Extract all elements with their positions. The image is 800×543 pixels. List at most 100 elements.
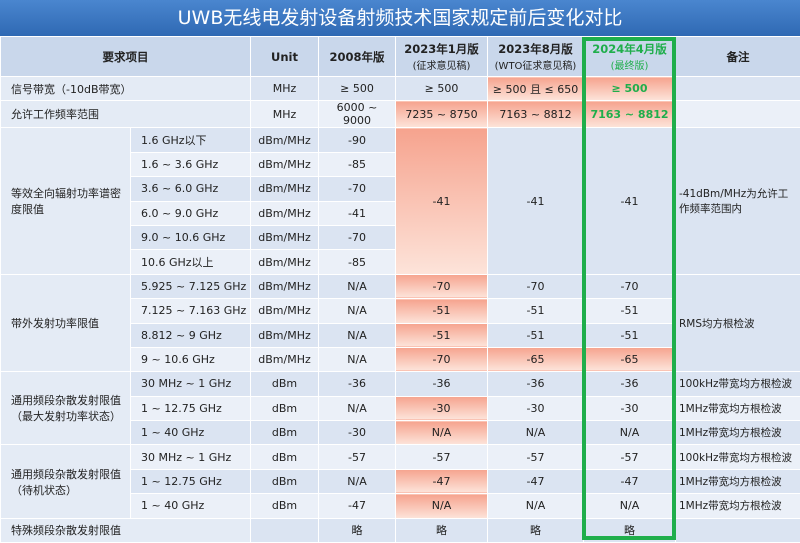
table-cell [676, 518, 800, 542]
table-cell: ≥ 500 [319, 77, 396, 101]
header-cell: 2024年4月版(最终版) [584, 37, 676, 77]
table-cell: -57 [319, 445, 396, 469]
table-cell: -51 [488, 323, 584, 347]
table-cell: -41dBm/MHz为允许工作频率范围内 [676, 128, 800, 274]
table-cell: -41 [319, 201, 396, 225]
table-cell: dBm [251, 372, 319, 396]
table-cell: -51 [396, 299, 488, 323]
table-cell: -65 [584, 347, 676, 371]
table-cell: -51 [584, 299, 676, 323]
table-cell: -47 [584, 469, 676, 493]
table-cell: -85 [319, 152, 396, 176]
table-cell: -85 [319, 250, 396, 274]
table-cell: 10.6 GHz以上 [131, 250, 251, 274]
table-cell: -36 [488, 372, 584, 396]
table-cell: 8.812 ~ 9 GHz [131, 323, 251, 347]
table-cell: 7.125 ~ 7.163 GHz [131, 299, 251, 323]
table-cell: N/A [319, 323, 396, 347]
table-cell: -41 [488, 128, 584, 274]
table-cell: -36 [584, 372, 676, 396]
table-cell: dBm [251, 445, 319, 469]
table-cell [676, 77, 800, 101]
table-cell: 1.6 GHz以下 [131, 128, 251, 152]
table-cell: -30 [584, 396, 676, 420]
table-cell: 5.925 ~ 7.125 GHz [131, 274, 251, 298]
table-cell: -70 [319, 225, 396, 249]
table-cell: -30 [396, 396, 488, 420]
table-cell: 信号带宽（-10dB带宽） [1, 77, 251, 101]
table-cell: -70 [396, 347, 488, 371]
table-cell: -51 [396, 323, 488, 347]
table-cell: N/A [488, 421, 584, 445]
table-cell: 9.0 ~ 10.6 GHz [131, 225, 251, 249]
table-cell: -51 [584, 323, 676, 347]
table-cell: 7235 ~ 8750 [396, 101, 488, 128]
header-main: 2023年1月版 [399, 41, 484, 57]
table-cell: -47 [396, 469, 488, 493]
table-cell: dBm [251, 494, 319, 518]
table-cell: 1.6 ~ 3.6 GHz [131, 152, 251, 176]
table-cell: 1 ~ 40 GHz [131, 494, 251, 518]
table-cell: dBm/MHz [251, 347, 319, 371]
table-cell: 1MHz带宽均方根检波 [676, 396, 800, 420]
table-cell: -51 [488, 299, 584, 323]
table-cell: 1MHz带宽均方根检波 [676, 494, 800, 518]
table-cell: -57 [488, 445, 584, 469]
table-cell: 带外发射功率限值 [1, 274, 131, 372]
table-cell: ≥ 500 [584, 77, 676, 101]
table-cell: dBm/MHz [251, 177, 319, 201]
table-cell: 1MHz带宽均方根检波 [676, 421, 800, 445]
table-cell: N/A [396, 494, 488, 518]
table-cell [676, 101, 800, 128]
table-cell: 等效全向辐射功率谱密度限值 [1, 128, 131, 274]
table-cell: -36 [319, 372, 396, 396]
table-cell: -30 [319, 421, 396, 445]
table-cell: dBm/MHz [251, 274, 319, 298]
table: 要求项目 Unit 2008年版 2023年1月版(征求意见稿) 2023年8月… [0, 36, 800, 543]
header-main: 2024年4月版 [587, 41, 672, 57]
table-cell: dBm/MHz [251, 323, 319, 347]
table-cell: -47 [319, 494, 396, 518]
table-cell: dBm [251, 469, 319, 493]
table-row: 信号带宽（-10dB带宽）MHz≥ 500≥ 500≥ 500 且 ≤ 650≥… [1, 77, 800, 101]
table-cell [251, 518, 319, 542]
table-cell: 略 [319, 518, 396, 542]
table-cell: N/A [396, 421, 488, 445]
table-cell: N/A [488, 494, 584, 518]
table-cell: 100kHz带宽均方根检波 [676, 372, 800, 396]
table-cell: ≥ 500 且 ≤ 650 [488, 77, 584, 101]
table-cell: -47 [488, 469, 584, 493]
header-cell: 2008年版 [319, 37, 396, 77]
header-cell: 要求项目 [1, 37, 251, 77]
table-cell: -36 [396, 372, 488, 396]
header-cell: 2023年1月版(征求意见稿) [396, 37, 488, 77]
header-row: 要求项目 Unit 2008年版 2023年1月版(征求意见稿) 2023年8月… [1, 37, 800, 77]
table-cell: 7163 ~ 8812 [584, 101, 676, 128]
table-cell: 特殊频段杂散发射限值 [1, 518, 251, 542]
header-main: 2023年8月版 [491, 41, 580, 57]
table-cell: 通用频段杂散发射限值（最大发射功率状态） [1, 372, 131, 445]
table-cell: N/A [584, 421, 676, 445]
table-cell: dBm/MHz [251, 128, 319, 152]
table-cell: N/A [319, 299, 396, 323]
table-cell: 30 MHz ~ 1 GHz [131, 445, 251, 469]
table-cell: -70 [396, 274, 488, 298]
table-cell: -70 [584, 274, 676, 298]
table-cell: 通用频段杂散发射限值（待机状态） [1, 445, 131, 518]
table-cell: 1 ~ 12.75 GHz [131, 469, 251, 493]
table-cell: dBm [251, 396, 319, 420]
header-cell: Unit [251, 37, 319, 77]
header-cell: 2023年8月版(WTO征求意见稿) [488, 37, 584, 77]
table-cell: -41 [584, 128, 676, 274]
table-cell: 3.6 ~ 6.0 GHz [131, 177, 251, 201]
table-cell: dBm/MHz [251, 250, 319, 274]
table-cell: dBm/MHz [251, 152, 319, 176]
table-cell: N/A [319, 396, 396, 420]
table-cell: ≥ 500 [396, 77, 488, 101]
table-cell: 30 MHz ~ 1 GHz [131, 372, 251, 396]
